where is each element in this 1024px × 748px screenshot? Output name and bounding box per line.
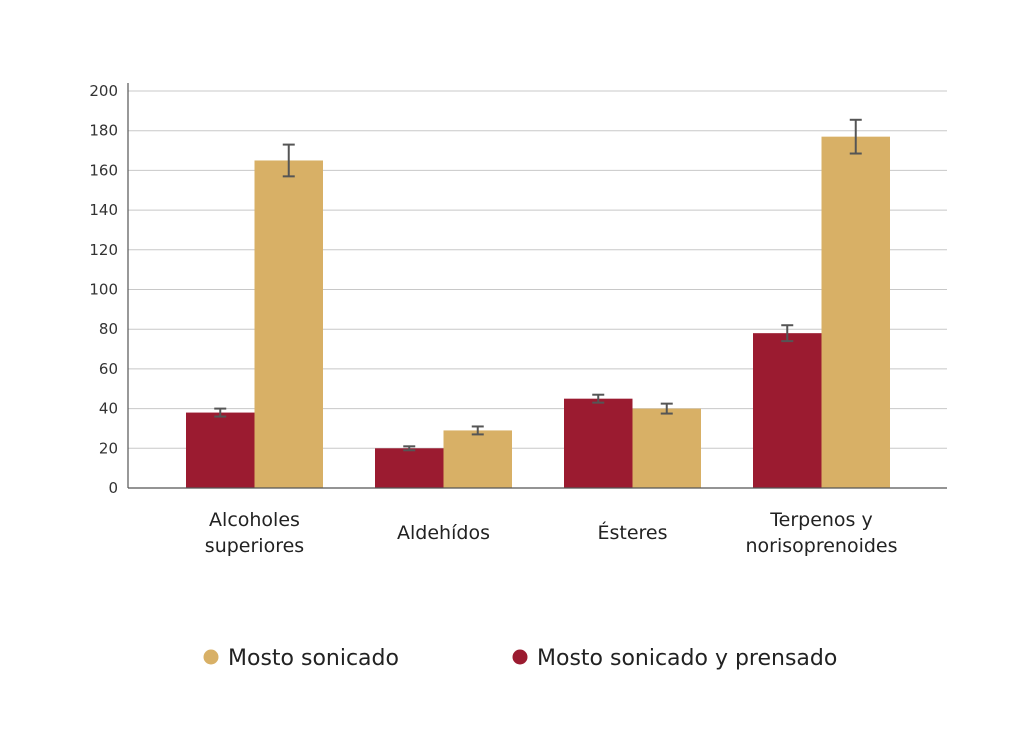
error-bar [849,118,862,155]
bar-sonicado-prensado [186,412,255,488]
bar-sonicado-prensado [753,333,822,488]
x-category-label: norisoprenoides [745,535,897,557]
axes [127,83,947,489]
error-bar [471,425,484,436]
y-tick-label: 0 [108,479,118,497]
y-tick-label: 40 [99,400,118,418]
error-bar [403,445,416,452]
y-tick-label: 120 [89,241,118,259]
y-tick-label: 60 [99,360,118,378]
bar-sonicado [632,408,701,488]
error-bar [214,407,227,418]
x-category-label: Alcoholes [209,509,300,531]
y-tick-label: 80 [99,320,118,338]
error-bar [660,402,673,415]
y-tick-label: 100 [89,281,118,299]
legend: Mosto sonicado Mosto sonicado y prensado [203,646,837,671]
y-tick-label: 160 [89,161,118,179]
y-tick-label: 140 [89,201,118,219]
bar-sonicado [254,160,323,488]
error-bar [282,143,295,178]
bar-sonicado [443,430,512,488]
bar-sonicado [821,136,890,488]
y-tick-label: 180 [89,122,118,140]
error-bar [781,324,794,343]
y-axis-ticks: 0 20 40 60 80 100 120 140 160 180 200 [89,82,118,497]
legend-label: Mosto sonicado y prensado [537,646,837,671]
bar-sonicado-prensado [564,398,633,488]
y-tick-label: 20 [99,439,118,457]
error-bar [592,393,605,404]
legend-swatch-sonicado [203,649,219,665]
x-category-label: Terpenos y [769,509,872,531]
error-bars [214,118,862,452]
x-axis-categories: Alcoholes superiores Aldehídos Ésteres Terpe… [205,509,898,557]
bar-sonicado-prensado [375,448,444,488]
y-tick-label: 200 [89,82,118,100]
legend-label: Mosto sonicado [228,646,399,671]
x-category-label: superiores [205,535,304,557]
x-category-label: Aldehídos [397,522,490,544]
legend-swatch-sonicado-prensado [512,649,528,665]
x-category-label: Ésteres [597,521,667,544]
bars [186,136,890,488]
